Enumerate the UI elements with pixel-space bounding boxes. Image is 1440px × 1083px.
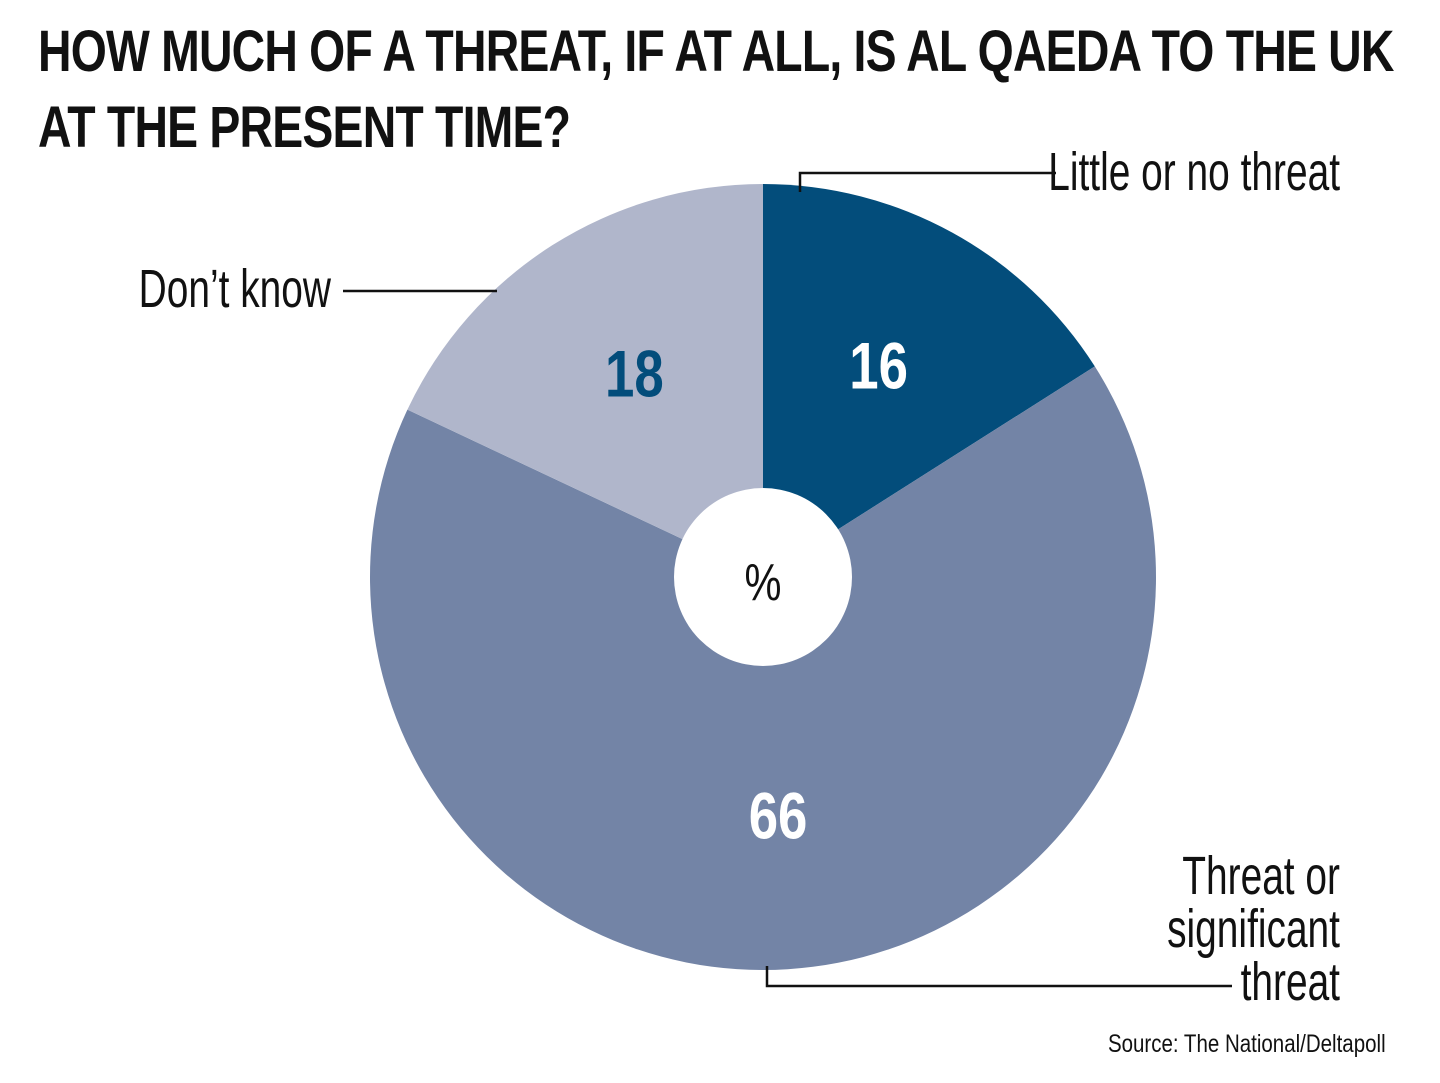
value-labels: 16 66 18 <box>605 329 908 853</box>
chart-title: HOW MUCH OF A THREAT, IF AT ALL, IS AL Q… <box>38 19 1394 160</box>
center-percent-label: % <box>745 553 782 612</box>
leader-line-little <box>798 171 1056 192</box>
label-threat-line-1: Threat or <box>1182 845 1340 906</box>
leader-line-threat <box>765 966 1232 988</box>
slice-value-label-2: 18 <box>605 337 664 411</box>
label-dont-know: Don’t know <box>139 258 332 319</box>
label-little-or-no-threat: Little or no threat <box>1048 141 1340 202</box>
pie-slice-1 <box>370 366 1157 971</box>
pie-slices <box>370 183 1157 971</box>
slice-value-label-0: 16 <box>849 329 908 403</box>
source-note: Source: The National/Deltapoll <box>1108 1030 1386 1058</box>
label-threat-line-2: significant <box>1167 898 1340 959</box>
slice-value-label-1: 66 <box>749 779 808 853</box>
pie-slice-0 <box>763 184 1095 577</box>
label-threat-or-significant-threat: Threat or significant threat <box>1167 845 1340 1012</box>
pie-slice-2 <box>407 183 763 577</box>
donut-hole <box>674 488 852 666</box>
label-threat-line-3: threat <box>1241 951 1340 1012</box>
